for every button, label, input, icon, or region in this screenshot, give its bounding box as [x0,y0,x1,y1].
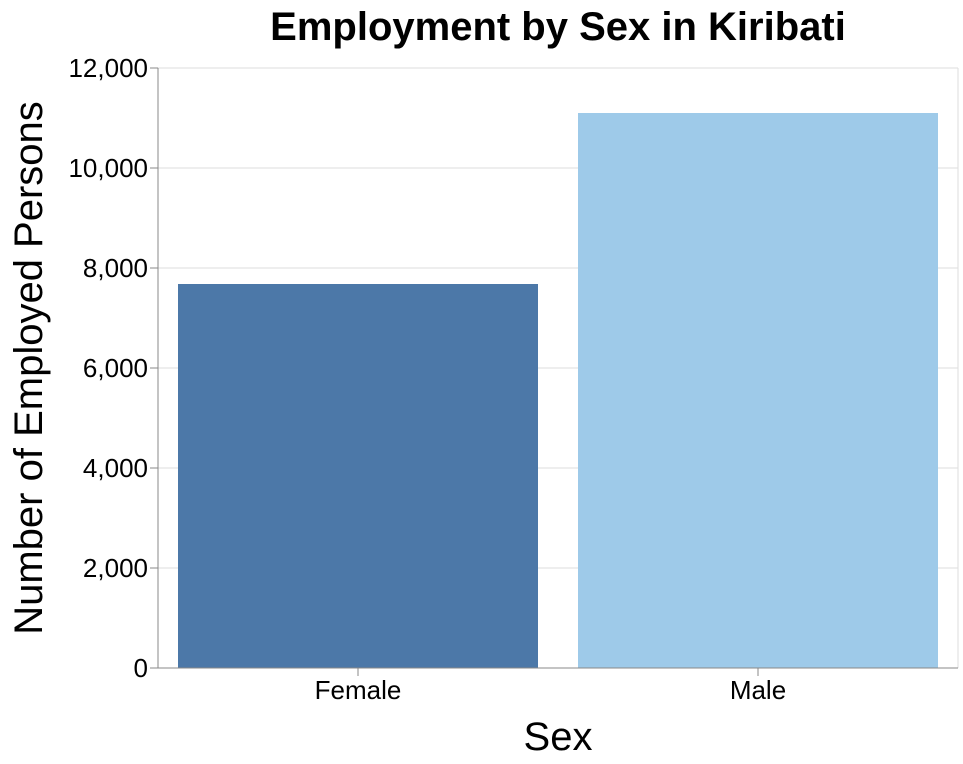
y-tick-label: 10,000 [68,153,148,183]
axes [150,67,958,676]
x-tick-label: Female [315,675,402,705]
bar-female [178,284,538,668]
y-axis-title: Number of Employed Persons [7,101,51,635]
y-tick-label: 2,000 [83,553,148,583]
bar-male [578,113,938,668]
x-tick-label: Male [730,675,786,705]
y-tick-label: 4,000 [83,453,148,483]
y-tick-label: 8,000 [83,253,148,283]
x-axis-title: Sex [524,715,593,759]
bars [178,113,938,668]
tick-labels: 0 2,000 4,000 6,000 8,000 10,000 12,000 Female M… [68,53,786,705]
y-tick-label: 0 [134,653,148,683]
chart-title: Employment by Sex in Kiribati [270,5,846,49]
y-tick-label: 12,000 [68,53,148,83]
y-tick-label: 6,000 [83,353,148,383]
